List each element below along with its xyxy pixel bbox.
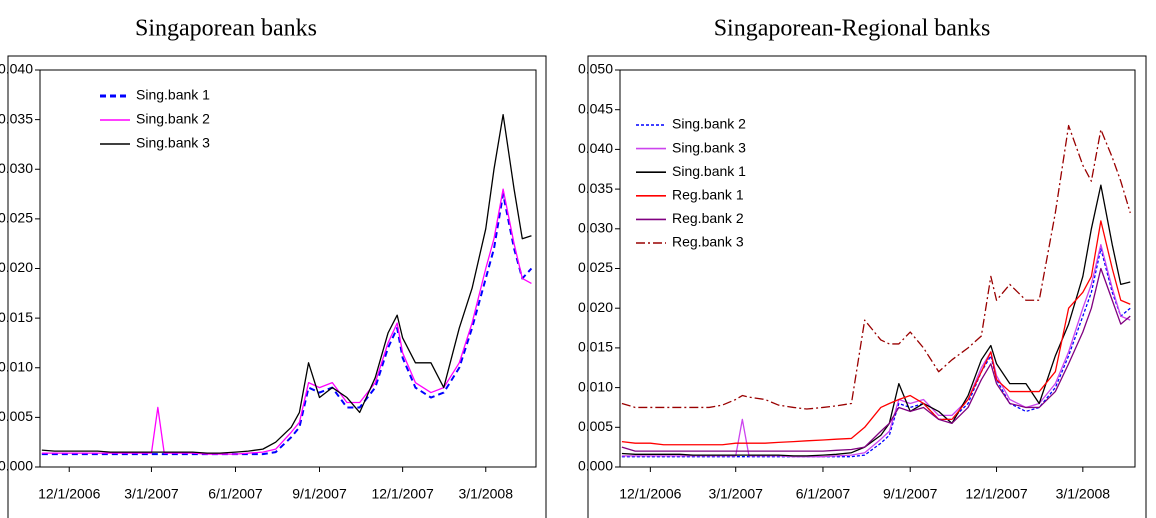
y-tick-label: 0.000 xyxy=(0,458,33,474)
series-line xyxy=(621,267,1131,452)
panel-frame xyxy=(7,55,547,518)
legend-label: Sing.bank 1 xyxy=(136,87,210,103)
y-tick-label: 0.020 xyxy=(578,299,613,315)
x-tick-label: 3/1/2007 xyxy=(124,486,179,502)
chart-title: Singaporean-Regional banks xyxy=(714,16,991,42)
y-tick-label: 0.050 xyxy=(578,61,613,77)
x-tick-label: 12/1/2007 xyxy=(371,486,433,502)
y-tick-label: 0.030 xyxy=(578,220,613,236)
x-tick-label: 3/1/2008 xyxy=(1056,486,1111,502)
y-tick-label: 0.035 xyxy=(578,180,613,196)
x-tick-label: 12/1/2006 xyxy=(619,486,681,502)
y-tick-label: 0.010 xyxy=(0,358,33,374)
series-line xyxy=(621,220,1131,446)
series-line xyxy=(621,248,1131,458)
x-tick-label: 6/1/2007 xyxy=(796,486,851,502)
series-line xyxy=(621,124,1131,410)
legend-label: Reg.bank 2 xyxy=(672,210,744,226)
y-tick-label: 0.040 xyxy=(578,140,613,156)
y-tick-label: 0.030 xyxy=(0,160,33,176)
series-line xyxy=(41,188,532,455)
x-tick-label: 9/1/2007 xyxy=(292,486,347,502)
y-tick-label: 0.025 xyxy=(578,259,613,275)
legend-label: Sing.bank 3 xyxy=(672,139,746,155)
y-tick-label: 0.040 xyxy=(0,61,33,77)
plot-area xyxy=(39,69,537,468)
series-line xyxy=(41,114,532,454)
y-tick-label: 0.045 xyxy=(578,100,613,116)
legend-label: Reg.bank 3 xyxy=(672,234,744,250)
x-tick-label: 6/1/2007 xyxy=(208,486,263,502)
legend-label: Sing.bank 3 xyxy=(136,135,210,151)
panel-frame xyxy=(587,55,1147,518)
chart-title: Singaporean banks xyxy=(135,16,317,42)
series-line xyxy=(621,244,1131,458)
x-tick-label: 12/1/2007 xyxy=(965,486,1027,502)
x-tick-label: 9/1/2007 xyxy=(883,486,938,502)
x-tick-label: 3/1/2007 xyxy=(708,486,763,502)
y-tick-label: 0.005 xyxy=(578,418,613,434)
y-tick-label: 0.035 xyxy=(0,110,33,126)
legend-label: Sing.bank 1 xyxy=(672,163,746,179)
y-tick-label: 0.020 xyxy=(0,259,33,275)
y-tick-label: 0.015 xyxy=(0,309,33,325)
y-tick-label: 0.000 xyxy=(578,458,613,474)
x-tick-label: 12/1/2006 xyxy=(38,486,100,502)
y-tick-label: 0.005 xyxy=(0,408,33,424)
series-line xyxy=(41,193,533,456)
y-tick-label: 0.025 xyxy=(0,210,33,226)
legend-label: Reg.bank 1 xyxy=(672,187,744,203)
y-tick-label: 0.015 xyxy=(578,339,613,355)
legend-label: Sing.bank 2 xyxy=(672,116,746,132)
x-tick-label: 3/1/2008 xyxy=(459,486,514,502)
legend-label: Sing.bank 2 xyxy=(136,111,210,127)
y-tick-label: 0.010 xyxy=(578,378,613,394)
